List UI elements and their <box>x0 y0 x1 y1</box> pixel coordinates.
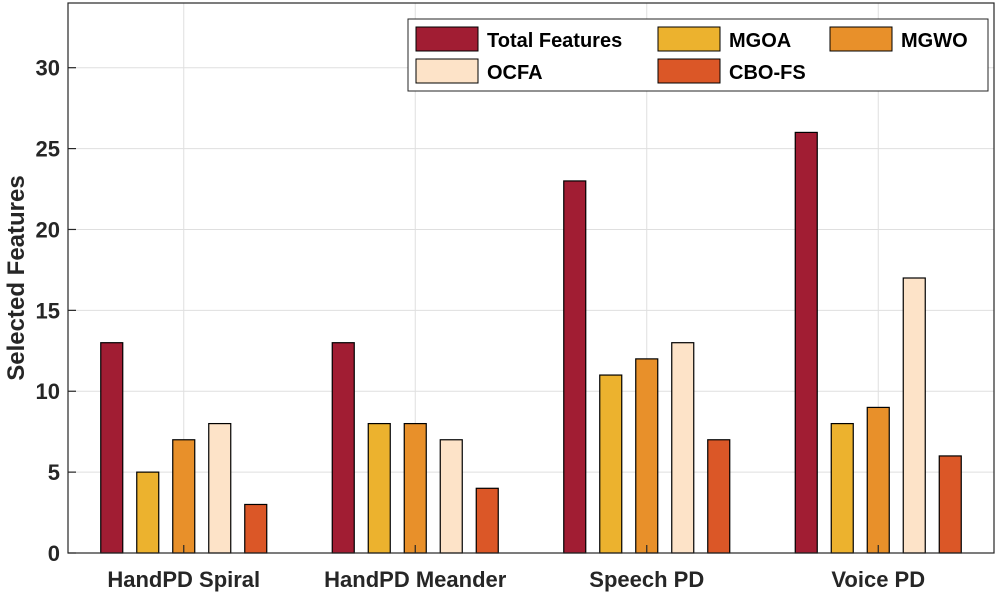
legend-item: MGOA <box>657 26 791 52</box>
bar <box>100 342 124 554</box>
bar <box>902 277 926 554</box>
y-tick-label: 30 <box>36 56 60 81</box>
bar <box>475 487 499 554</box>
bar <box>635 358 659 554</box>
bar <box>563 180 587 554</box>
y-axis-label: Selected Features <box>3 175 30 380</box>
x-tick-label: HandPD Meander <box>324 567 507 592</box>
y-tick-labels: 0 5 10 15 20 25 30 <box>36 56 60 566</box>
bar <box>830 422 854 554</box>
bar <box>244 503 268 554</box>
legend: Total Features MGOA MGWO OCFA CBO-FS <box>407 18 989 92</box>
y-tick-label: 10 <box>36 379 60 404</box>
legend-label: MGOA <box>729 30 791 52</box>
legend-swatch <box>657 58 721 84</box>
legend-label: OCFA <box>487 62 543 84</box>
series-mgwo <box>172 358 890 554</box>
legend-swatch <box>415 26 479 52</box>
bar <box>938 455 962 554</box>
legend-swatch <box>657 26 721 52</box>
x-tick-label: Voice PD <box>831 567 925 592</box>
bar <box>599 374 623 554</box>
legend-label: CBO-FS <box>729 62 806 84</box>
legend-swatch <box>415 58 479 84</box>
bar <box>172 439 196 554</box>
legend-item: MGWO <box>829 26 968 52</box>
y-tick-label: 20 <box>36 217 60 242</box>
legend-item: CBO-FS <box>657 58 806 84</box>
legend-item: Total Features <box>415 26 622 52</box>
bar <box>866 406 890 554</box>
bar <box>331 342 355 554</box>
legend-item: OCFA <box>415 58 543 84</box>
y-tick-label: 0 <box>48 541 60 566</box>
bars <box>100 131 962 554</box>
bar <box>208 422 232 554</box>
plot-frame <box>67 2 995 554</box>
bar <box>794 131 818 554</box>
legend-swatch <box>829 26 893 52</box>
bar <box>367 422 391 554</box>
bar <box>439 439 463 554</box>
axes <box>67 2 995 554</box>
bar <box>403 422 427 554</box>
series-mgoa <box>136 374 854 554</box>
series-total-features <box>100 131 818 554</box>
series-cbo-fs <box>244 439 962 554</box>
bar <box>707 439 731 554</box>
legend-label: Total Features <box>487 30 622 52</box>
y-tick-label: 25 <box>36 137 60 162</box>
bar <box>671 342 695 554</box>
legend-label: MGWO <box>901 30 968 52</box>
x-tick-labels: HandPD Spiral HandPD Meander Speech PD Voic… <box>107 567 925 592</box>
y-tick-label: 15 <box>36 298 60 323</box>
series-ocfa <box>208 277 926 554</box>
y-tick-label: 5 <box>48 460 60 485</box>
bar <box>136 471 160 554</box>
x-tick-label: HandPD Spiral <box>107 567 260 592</box>
x-tick-label: Speech PD <box>589 567 704 592</box>
